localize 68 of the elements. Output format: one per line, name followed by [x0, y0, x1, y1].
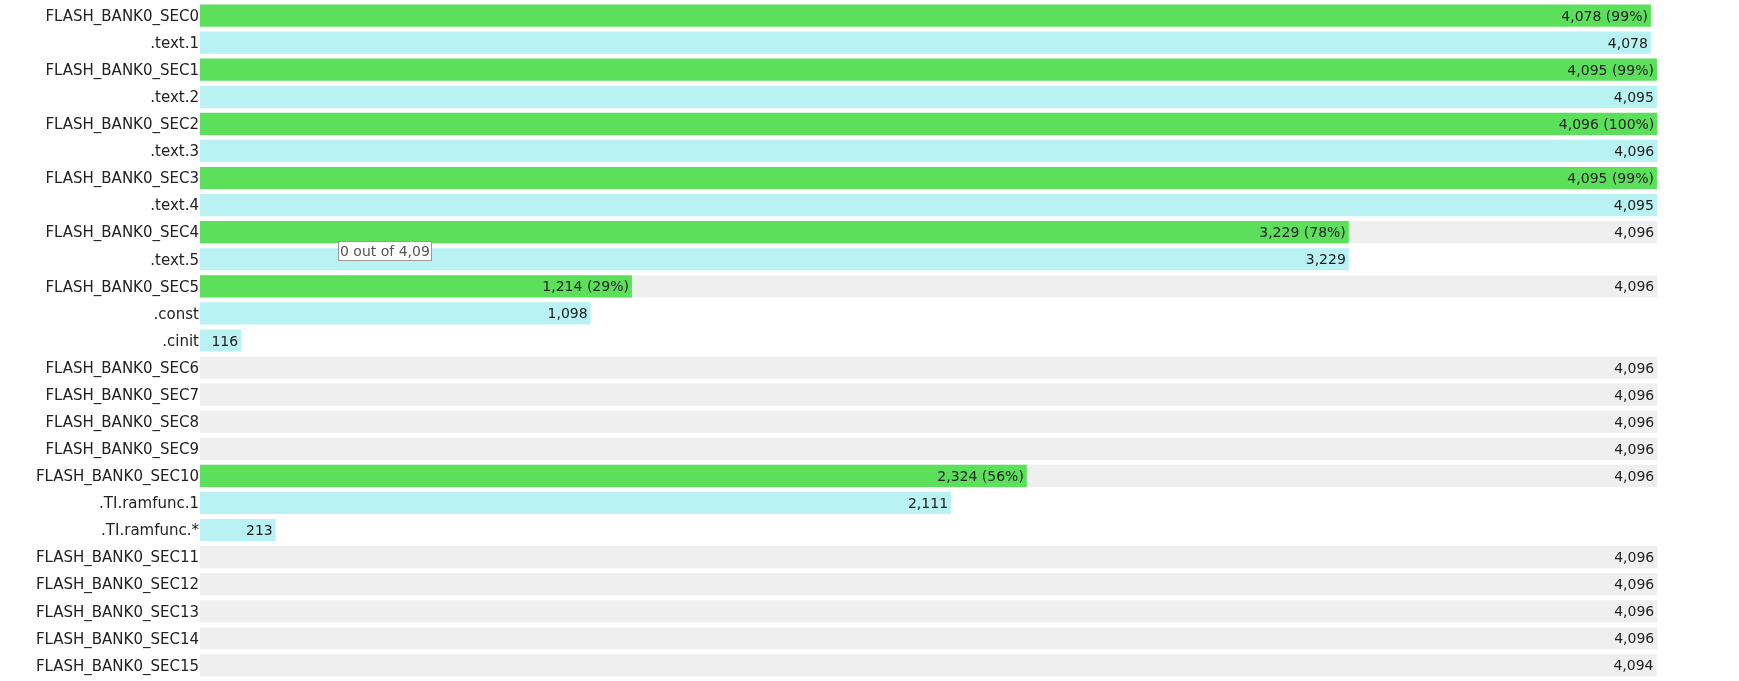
- y-tick-label: .text.4: [150, 196, 199, 215]
- bar: [200, 518, 276, 542]
- y-tick-label: FLASH_BANK0_SEC8: [45, 412, 199, 432]
- data-label: 4,096: [1614, 440, 1655, 457]
- bar: [200, 31, 1651, 54]
- y-tick-label: FLASH_BANK0_SEC1: [45, 60, 199, 80]
- data-label: 4,096: [1614, 359, 1655, 376]
- y-tick-label: .TI.ramfunc.*: [101, 521, 200, 540]
- data-label: 3,229 (78%): [1259, 224, 1346, 241]
- data-label: 4,096: [1614, 386, 1655, 403]
- data-label: 1,098: [547, 305, 588, 322]
- bar: [200, 194, 1657, 217]
- data-label: 1,214 (29%): [542, 278, 629, 295]
- y-tick-label: FLASH_BANK0_SEC9: [45, 440, 199, 460]
- data-label: 4,096: [1614, 224, 1655, 241]
- data-label: 4,078: [1607, 34, 1648, 51]
- y-tick-label: .text.1: [150, 33, 199, 52]
- y-tick-label: .const: [153, 304, 200, 323]
- data-label: 116: [211, 332, 239, 349]
- data-label: 4,096: [1614, 142, 1655, 159]
- y-tick-label: FLASH_BANK0_SEC7: [45, 385, 199, 405]
- data-label: 4,096: [1614, 630, 1655, 647]
- y-tick-label: FLASH_BANK0_SEC14: [35, 629, 199, 649]
- y-tick-label: FLASH_BANK0_SEC2: [45, 115, 199, 135]
- bar: [200, 464, 1027, 487]
- bar: [200, 221, 1349, 244]
- data-label: 2,111: [907, 494, 949, 511]
- y-tick-label: FLASH_BANK0_SEC5: [45, 277, 199, 297]
- data-label: 3,229: [1305, 251, 1346, 268]
- y-tick-label: FLASH_BANK0_SEC15: [35, 656, 199, 676]
- data-label: 4,096: [1614, 278, 1655, 295]
- data-label: 4,094: [1613, 657, 1654, 674]
- data-label: 4,095 (99%): [1567, 61, 1654, 78]
- y-tick-label: FLASH_BANK0_SEC3: [45, 169, 199, 189]
- bar: [200, 139, 1658, 163]
- data-label: 4,095 (99%): [1567, 170, 1654, 187]
- bar: [200, 491, 952, 515]
- bar: [200, 166, 1657, 190]
- bar: [200, 112, 1658, 135]
- y-tick-label: FLASH_BANK0_SEC11: [35, 548, 199, 568]
- y-tick-label: FLASH_BANK0_SEC0: [45, 6, 199, 26]
- annotation: 0 out of 4,09: [340, 243, 430, 259]
- y-tick-label: FLASH_BANK0_SEC6: [45, 358, 199, 378]
- data-label: 213: [246, 522, 273, 539]
- y-tick-label: FLASH_BANK0_SEC12: [35, 575, 199, 595]
- data-label: 4,096: [1614, 413, 1655, 430]
- y-tick-label: .text.3: [150, 142, 199, 161]
- y-tick-label: FLASH_BANK0_SEC10: [35, 467, 199, 487]
- y-tick-label: FLASH_BANK0_SEC4: [45, 223, 199, 243]
- y-tick-label: .TI.ramfunc.1: [99, 494, 199, 513]
- data-label: 4,096 (100%): [1558, 115, 1655, 132]
- data-label: 4,078 (99%): [1561, 7, 1648, 24]
- bar: [200, 85, 1657, 108]
- bar: [200, 302, 591, 325]
- y-tick-label: .cinit: [162, 331, 200, 350]
- data-label: 4,096: [1614, 549, 1655, 566]
- y-tick-label: .text.5: [150, 250, 199, 269]
- data-label: 4,095: [1613, 88, 1654, 105]
- bar: [200, 4, 1651, 27]
- data-label: 4,096: [1614, 576, 1655, 593]
- bar: [200, 58, 1657, 81]
- bar: [200, 275, 632, 298]
- y-tick-label: FLASH_BANK0_SEC13: [35, 602, 199, 622]
- data-label: 2,324 (56%): [937, 467, 1024, 484]
- data-label: 4,096: [1614, 467, 1655, 484]
- data-label: 4,096: [1614, 603, 1655, 620]
- data-label: 4,095: [1613, 197, 1654, 214]
- y-tick-label: .text.2: [150, 88, 199, 107]
